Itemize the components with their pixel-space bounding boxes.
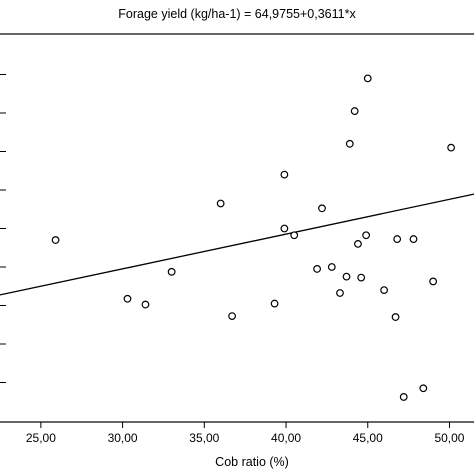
data-point (270, 299, 279, 308)
data-point (280, 170, 289, 179)
data-point (419, 384, 428, 393)
data-point (363, 74, 372, 83)
data-point (350, 107, 359, 115)
data-point (167, 267, 176, 276)
x-tick-label: 50,00 (434, 431, 464, 445)
data-point (354, 239, 362, 248)
data-point (123, 294, 132, 303)
data-point (391, 313, 400, 321)
data-point (399, 393, 408, 401)
data-point (447, 143, 456, 152)
chart-title: Forage yield (kg/ha-1) = 64,9755+0,3611*… (118, 7, 356, 21)
plot-frame (0, 33, 474, 423)
data-point (318, 204, 326, 213)
data-points (51, 74, 456, 401)
data-point (345, 139, 354, 148)
data-point (362, 231, 371, 240)
data-point (313, 265, 321, 273)
x-tick-label: 30,00 (108, 431, 138, 445)
x-tick-label: 25,00 (26, 431, 56, 445)
data-point (357, 273, 366, 282)
regression-line (0, 193, 474, 296)
x-tick-label: 35,00 (189, 431, 219, 445)
data-point (393, 235, 402, 243)
data-point (380, 286, 389, 295)
y-axis-ticks (0, 74, 6, 383)
data-point (336, 289, 344, 297)
x-axis-label: Cob ratio (%) (215, 455, 289, 469)
data-point (290, 231, 299, 240)
data-point (327, 263, 336, 271)
data-point (342, 272, 351, 281)
data-point (280, 224, 289, 233)
data-point (429, 277, 438, 286)
x-axis-tick-labels: 25,00 30,00 35,00 40,00 45,00 50,00 (26, 431, 465, 445)
x-axis-ticks (40, 422, 450, 428)
x-tick-label: 45,00 (353, 431, 383, 445)
data-point (141, 300, 150, 309)
data-point (216, 199, 225, 208)
data-point (409, 235, 418, 243)
x-tick-label: 40,00 (271, 431, 301, 445)
data-point (51, 236, 60, 244)
data-point (228, 312, 236, 320)
